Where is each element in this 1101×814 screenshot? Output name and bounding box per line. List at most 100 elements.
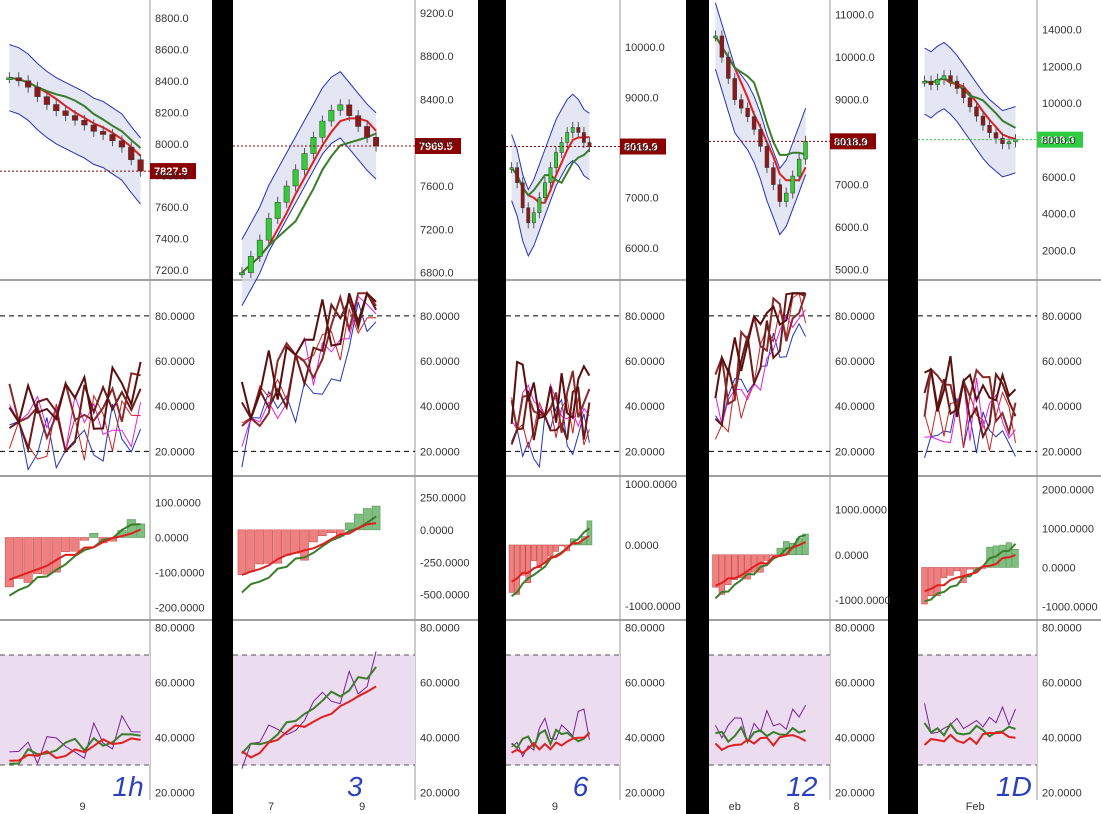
timeframe-handwritten-label: 12: [786, 771, 818, 802]
candle: [570, 127, 575, 133]
rsi-tick-label: 60.0000: [155, 678, 195, 690]
candle: [777, 184, 782, 202]
candle: [274, 201, 281, 219]
price-tick-label: 7600.0: [420, 181, 454, 193]
timeframe-handwritten-label: 1h: [113, 771, 144, 802]
band-upper-line: [511, 93, 590, 191]
stoch-tick-label: 40.0000: [835, 401, 875, 413]
macd-histogram-bar: [327, 529, 336, 533]
last-price-tag: [150, 163, 196, 180]
stoch-line: [8, 384, 142, 454]
candle: [256, 239, 263, 257]
date-tick-label: 9: [552, 801, 558, 813]
candle: [954, 80, 960, 89]
candle: [543, 182, 547, 198]
candle: [745, 107, 750, 117]
price-tick-label: 8400.0: [420, 94, 454, 106]
macd-tick-label: 1000.0000: [625, 479, 677, 491]
candle: [565, 132, 570, 143]
last-price-tag: [830, 133, 876, 150]
candle: [576, 127, 581, 133]
candle: [732, 78, 737, 100]
price-tick-label: 7800.0: [155, 170, 189, 182]
price-tick-label: 12000.0: [1042, 61, 1082, 73]
stoch-line: [511, 382, 590, 431]
price-tick-label: 7400.0: [155, 234, 189, 246]
rsi-band: [0, 655, 150, 765]
candle: [53, 104, 60, 112]
band-upper-line: [241, 71, 377, 240]
candle: [319, 120, 326, 138]
band-lower-line: [9, 110, 141, 205]
macd-tick-label: 1000.0000: [835, 505, 887, 517]
macd-histogram-bar: [371, 505, 381, 531]
date-tick-label: 8: [793, 801, 799, 813]
candle: [364, 126, 371, 138]
candle: [509, 167, 514, 170]
macd-tick-label: 0.0000: [625, 540, 659, 552]
macd-histogram-bar: [547, 544, 554, 557]
candle: [118, 140, 125, 148]
candle: [790, 175, 795, 194]
rsi-slow-line: [715, 725, 806, 744]
timeframe-column-2: 8019.9 10000.0 9000.0 8000.0 7000.0 6000.0 80.…: [506, 0, 686, 814]
price-tick-label: 6000.0: [835, 222, 869, 234]
macd-tick-label: -100.0000: [155, 568, 205, 580]
stoch-tick-label: 80.0000: [1042, 311, 1082, 323]
price-tick-label: 9000.0: [625, 92, 659, 104]
last-price-tag: [415, 138, 461, 155]
candle: [100, 131, 107, 135]
macd-histogram-bar: [362, 508, 372, 531]
candle: [239, 272, 245, 275]
candle: [373, 137, 379, 147]
macd-tick-label: 0.0000: [1042, 562, 1076, 574]
stoch-tick-label: 20.0000: [625, 446, 665, 458]
macd-histogram-bar: [70, 537, 80, 552]
stoch-line: [714, 292, 807, 428]
band-upper-line: [924, 41, 1016, 112]
macd-tick-label: 100.0000: [155, 498, 201, 510]
macd-histogram-bar: [273, 529, 282, 564]
macd-tick-label: 250.0000: [420, 492, 466, 504]
macd-tick-label: -1000.0000: [835, 595, 891, 607]
rsi-tick-label: 60.0000: [420, 678, 460, 690]
macd-tick-label: -1000.0000: [1042, 601, 1098, 613]
price-tick-label: 8000.0: [835, 137, 869, 149]
bollinger-band: [241, 71, 377, 306]
stoch-line: [924, 377, 1016, 444]
stoch-tick-label: 80.0000: [155, 311, 195, 323]
rsi-signal-line: [241, 685, 377, 759]
price-tick-label: 2000.0: [1042, 245, 1076, 257]
macd-tick-label: 2000.0000: [1042, 485, 1094, 497]
macd-histogram-bar: [508, 544, 515, 593]
stoch-tick-label: 80.0000: [420, 311, 460, 323]
macd-histogram-bar: [514, 544, 520, 595]
candle: [1006, 141, 1012, 145]
macd-histogram-bar: [246, 529, 256, 572]
rsi-signal-line: [9, 737, 141, 762]
macd-histogram-bar: [744, 554, 751, 580]
rsi-tick-label: 80.0000: [625, 623, 665, 635]
candle: [34, 86, 41, 97]
candle: [90, 124, 97, 132]
stoch-tick-label: 40.0000: [420, 401, 460, 413]
stoch-tick-label: 60.0000: [155, 356, 195, 368]
macd-histogram-bar: [712, 554, 719, 588]
macd-histogram-bar: [4, 537, 14, 588]
candle: [283, 185, 290, 203]
candle: [25, 80, 32, 88]
rsi-tick-label: 60.0000: [835, 678, 875, 690]
stoch-tick-label: 60.0000: [420, 356, 460, 368]
price-tick-label: 8000.0: [420, 138, 454, 150]
rsi-band: [709, 655, 830, 765]
candle: [581, 132, 586, 143]
stoch-line: [8, 361, 142, 430]
rsi-tick-label: 20.0000: [835, 788, 875, 800]
candle: [337, 104, 344, 111]
macd-tick-label: -1000.0000: [625, 601, 681, 613]
price-tick-label: 10000.0: [625, 42, 665, 54]
rsi-fast-line: [511, 708, 590, 758]
stoch-line: [241, 292, 377, 428]
macd-tick-label: -200.0000: [155, 603, 205, 615]
